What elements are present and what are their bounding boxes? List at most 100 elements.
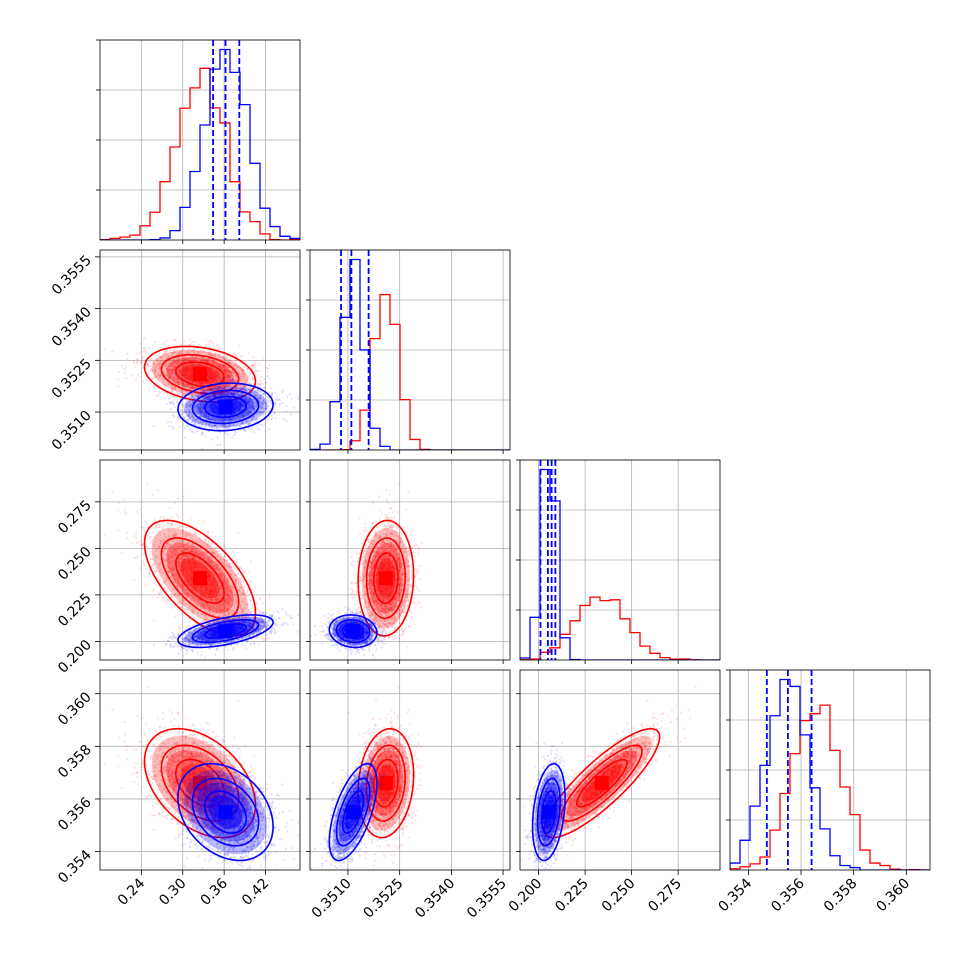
scatter-point bbox=[148, 369, 151, 372]
scatter-point bbox=[167, 382, 171, 386]
scatter-point bbox=[191, 393, 194, 396]
scatter-point bbox=[233, 380, 236, 383]
scatter-point bbox=[185, 379, 188, 382]
scatter-point bbox=[191, 385, 194, 388]
scatter-point bbox=[141, 350, 145, 353]
scatter-point bbox=[193, 340, 196, 343]
scatter-point bbox=[192, 349, 195, 352]
scatter-point bbox=[227, 361, 230, 365]
scatter-point bbox=[179, 388, 182, 391]
scatter-point bbox=[174, 361, 177, 364]
scatter-point bbox=[154, 365, 158, 368]
scatter-point bbox=[170, 377, 173, 380]
scatter-point bbox=[185, 383, 188, 386]
scatter-point bbox=[168, 377, 171, 380]
scatter-point bbox=[224, 365, 227, 368]
scatter-point bbox=[172, 365, 175, 368]
scatter-point bbox=[182, 393, 185, 396]
scatter-point bbox=[165, 402, 168, 405]
scatter-point bbox=[172, 380, 176, 383]
scatter-point bbox=[241, 355, 244, 358]
scatter-point bbox=[166, 372, 169, 375]
scatter-point bbox=[186, 384, 189, 388]
scatter-point bbox=[196, 362, 199, 365]
scatter-point bbox=[156, 374, 159, 377]
scatter-point bbox=[207, 387, 210, 390]
scatter-point bbox=[216, 443, 219, 447]
scatter-point bbox=[226, 374, 229, 377]
scatter-point bbox=[139, 342, 142, 345]
scatter-point bbox=[165, 363, 168, 366]
scatter-point bbox=[226, 368, 229, 371]
scatter-point bbox=[251, 376, 254, 379]
scatter-point bbox=[155, 369, 158, 372]
scatter-point bbox=[181, 381, 184, 384]
scatter-point bbox=[224, 379, 227, 382]
scatter-point bbox=[225, 369, 228, 372]
scatter-point bbox=[170, 372, 173, 375]
scatter-point bbox=[183, 364, 186, 367]
scatter-point bbox=[270, 417, 273, 420]
scatter-point bbox=[253, 361, 257, 364]
scatter-point bbox=[217, 353, 220, 356]
scatter-point bbox=[185, 390, 188, 393]
scatter-point bbox=[223, 364, 226, 367]
scatter-point bbox=[221, 374, 224, 378]
scatter-point bbox=[258, 363, 261, 366]
scatter-point bbox=[228, 374, 232, 377]
scatter-point bbox=[243, 428, 246, 432]
scatter-point bbox=[243, 365, 246, 368]
scatter-point bbox=[268, 428, 271, 431]
scatter-point bbox=[218, 353, 221, 356]
scatter-point bbox=[189, 359, 193, 362]
scatter-point bbox=[256, 382, 259, 385]
scatter-point bbox=[222, 392, 225, 395]
scatter-point bbox=[226, 356, 229, 359]
scatter-point bbox=[228, 379, 231, 382]
scatter-point bbox=[151, 358, 154, 361]
scatter-point bbox=[213, 362, 216, 365]
scatter-point bbox=[165, 363, 168, 366]
scatter-point bbox=[236, 365, 239, 368]
scatter-point bbox=[263, 423, 266, 427]
scatter-point bbox=[284, 419, 288, 422]
scatter-point bbox=[170, 352, 173, 355]
scatter-point bbox=[213, 355, 216, 358]
scatter-point bbox=[228, 377, 231, 380]
scatter-point bbox=[245, 389, 248, 392]
scatter-point bbox=[168, 369, 171, 372]
scatter-point bbox=[159, 362, 162, 365]
scatter-point bbox=[227, 385, 230, 388]
scatter-point bbox=[229, 376, 232, 379]
scatter-point bbox=[228, 367, 231, 370]
scatter-point bbox=[172, 387, 175, 390]
scatter-point bbox=[182, 381, 185, 384]
scatter-point bbox=[261, 381, 264, 384]
scatter-point bbox=[207, 387, 210, 390]
scatter-point bbox=[232, 371, 236, 374]
scatter-point bbox=[188, 385, 191, 388]
scatter-point bbox=[226, 383, 229, 386]
scatter-point bbox=[180, 349, 183, 352]
scatter-point bbox=[210, 438, 213, 441]
scatter-point bbox=[134, 378, 138, 381]
scatter-point bbox=[250, 364, 254, 367]
scatter-point bbox=[219, 384, 222, 387]
scatter-point bbox=[197, 357, 200, 360]
scatter-point bbox=[220, 376, 224, 379]
scatter-point bbox=[211, 387, 214, 390]
scatter-point bbox=[211, 341, 214, 345]
scatter-point bbox=[178, 371, 181, 374]
scatter-point bbox=[209, 339, 212, 342]
scatter-point bbox=[186, 384, 189, 387]
scatter-point bbox=[148, 389, 151, 392]
scatter-point bbox=[173, 347, 177, 351]
scatter-point bbox=[222, 367, 225, 370]
scatter-point bbox=[204, 425, 207, 428]
scatter-point bbox=[158, 362, 161, 365]
scatter-point bbox=[288, 393, 291, 396]
scatter-point bbox=[147, 364, 150, 367]
scatter-point bbox=[178, 370, 182, 373]
scatter-point bbox=[251, 377, 254, 381]
scatter-point bbox=[177, 370, 180, 373]
